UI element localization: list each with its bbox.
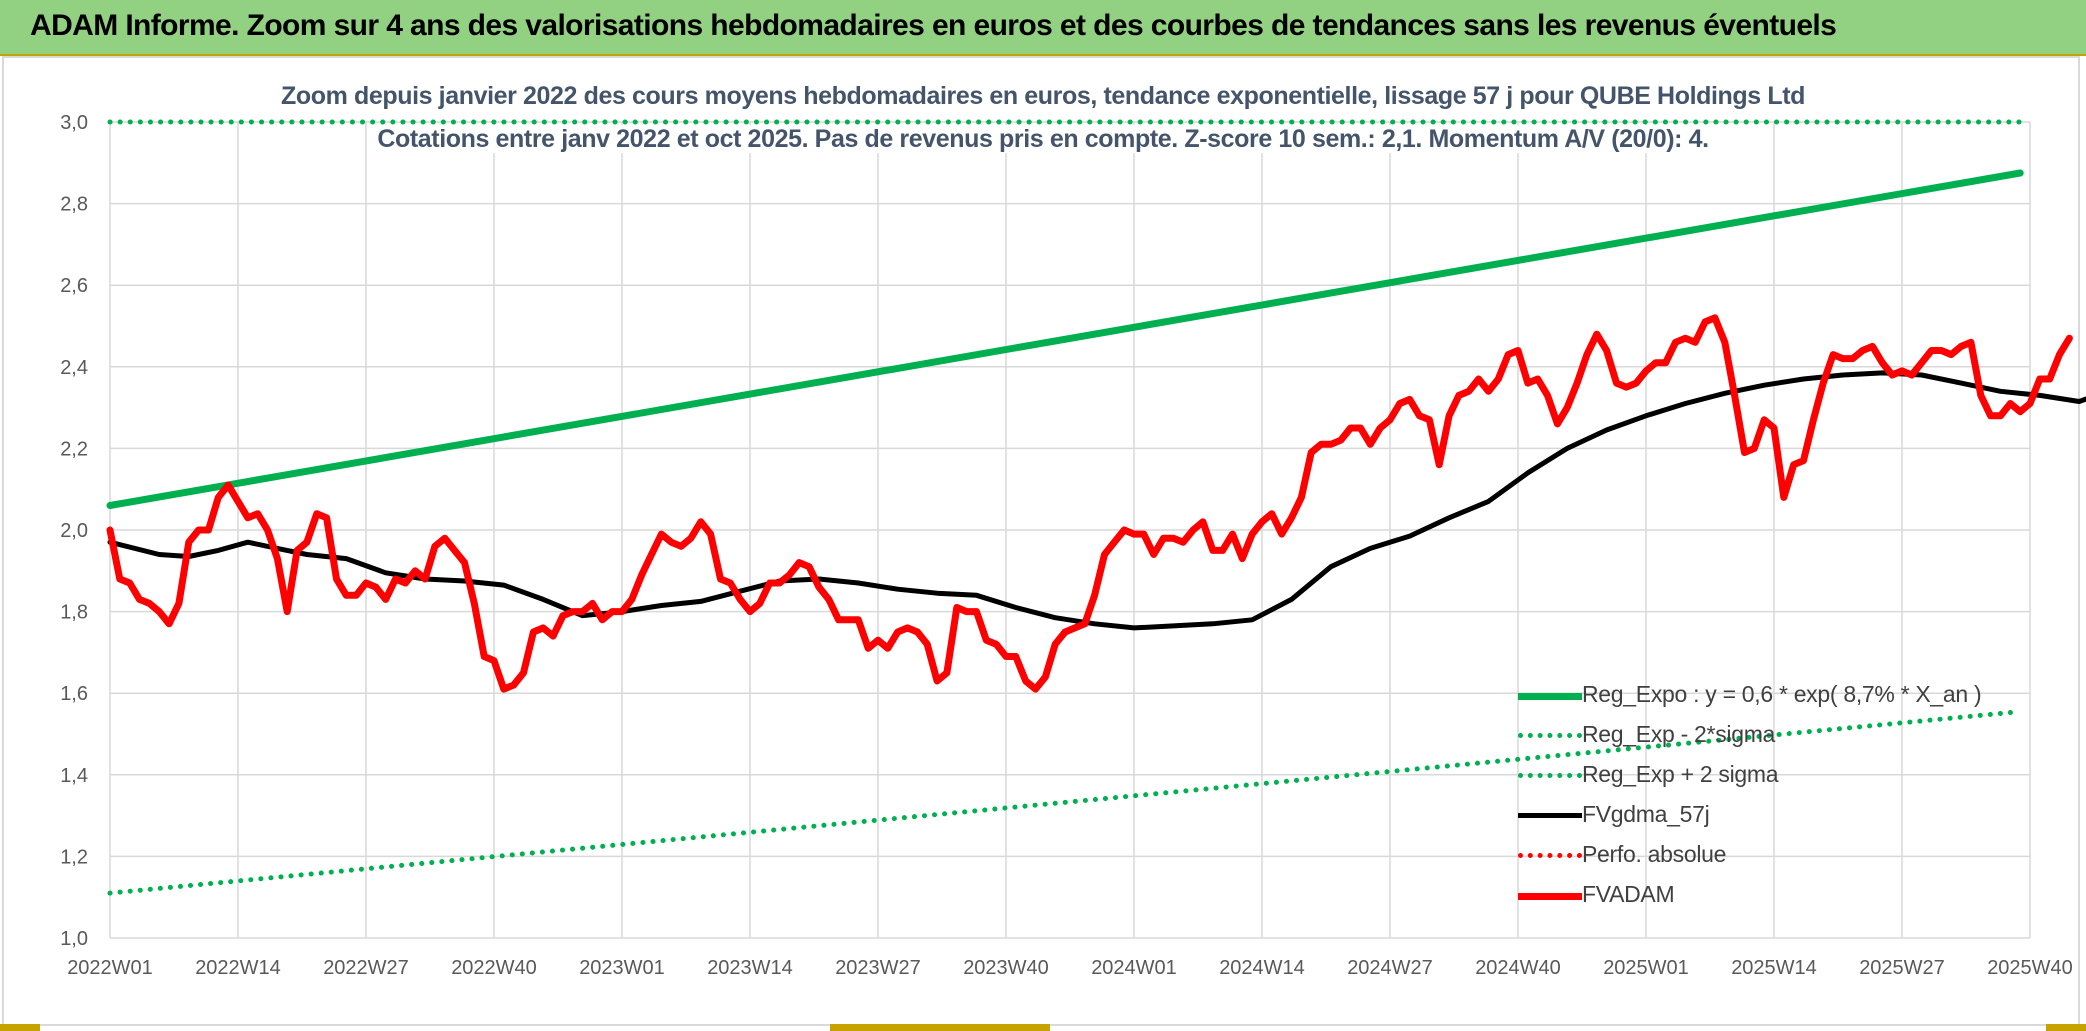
series-line-5 <box>106 314 2073 693</box>
x-tick-label: 2025W27 <box>1859 957 1945 979</box>
legend-swatch <box>1518 733 1582 738</box>
x-tick-label: 2023W14 <box>707 957 793 979</box>
x-tick-label: 2023W40 <box>963 957 1049 979</box>
legend-label: Perfo. absolue <box>1582 841 1727 867</box>
y-tick-label: 2,2 <box>60 438 88 460</box>
y-tick-label: 1,0 <box>60 928 88 950</box>
x-tick-label: 2025W40 <box>1987 957 2073 979</box>
x-tick-label: 2022W40 <box>451 957 537 979</box>
x-tick-label: 2022W27 <box>323 957 409 979</box>
chart-frame <box>2 56 2080 1026</box>
legend-swatch <box>1518 893 1582 900</box>
x-tick-label: 2024W14 <box>1219 957 1305 979</box>
legend-swatch <box>1518 813 1582 818</box>
chart-subtitle-text: Cotations entre janv 2022 et oct 2025. P… <box>369 125 1717 153</box>
x-tick-label: 2022W14 <box>195 957 281 979</box>
x-tick-label: 2024W40 <box>1475 957 1561 979</box>
x-tick-label: 2024W01 <box>1091 957 1177 979</box>
legend-label: Reg_Exp - 2*sigma <box>1582 721 1776 747</box>
report-banner: ADAM Informe. Zoom sur 4 ans des valoris… <box>0 0 2086 56</box>
legend-swatch <box>1518 853 1582 858</box>
legend-item: Reg_Exp + 2 sigma <box>1512 760 2072 800</box>
legend-label: Reg_Expo : y = 0,6 * exp( 8,7% * X_an ) <box>1582 681 1982 707</box>
x-tick-label: 2022W01 <box>67 957 153 979</box>
y-tick-label: 1,6 <box>60 683 88 705</box>
y-tick-label: 1,4 <box>60 765 88 787</box>
chart-title-text: Zoom depuis janvier 2022 des cours moyen… <box>272 82 1814 110</box>
legend-item: FVgdma_57j <box>1512 800 2072 840</box>
bottom-accent-mid <box>830 1024 1050 1031</box>
chart-title: Zoom depuis janvier 2022 des cours moyen… <box>0 82 2086 111</box>
bottom-accent-right <box>2046 1024 2086 1031</box>
x-tick-label: 2023W01 <box>579 957 665 979</box>
y-tick-label: 2,0 <box>60 520 88 542</box>
y-tick-label: 2,6 <box>60 275 88 297</box>
legend-label: Reg_Exp + 2 sigma <box>1582 761 1779 787</box>
x-tick-label: 2025W01 <box>1603 957 1689 979</box>
legend-item: Reg_Expo : y = 0,6 * exp( 8,7% * X_an ) <box>1512 680 2072 720</box>
y-tick-label: 1,2 <box>60 846 88 868</box>
x-tick-label: 2023W27 <box>835 957 921 979</box>
y-tick-label: 2,8 <box>60 194 88 216</box>
chart-legend: Reg_Expo : y = 0,6 * exp( 8,7% * X_an ) R… <box>1512 680 2072 920</box>
y-tick-label: 2,4 <box>60 357 88 379</box>
report-title: ADAM Informe. Zoom sur 4 ans des valoris… <box>30 9 1837 42</box>
legend-swatch <box>1518 693 1582 700</box>
legend-label: FVgdma_57j <box>1582 801 1710 827</box>
legend-label: FVADAM <box>1582 881 1675 907</box>
series-line-1 <box>107 709 2023 896</box>
bottom-accent-left <box>0 1024 40 1031</box>
legend-item: FVADAM <box>1512 880 2072 920</box>
series-line-0 <box>106 169 2024 509</box>
series-line-3 <box>107 370 2086 631</box>
legend-item: Reg_Exp - 2*sigma <box>1512 720 2072 760</box>
chart-subtitle: Cotations entre janv 2022 et oct 2025. P… <box>0 125 2086 154</box>
legend-item: Perfo. absolue <box>1512 840 2072 880</box>
y-tick-label: 3,0 <box>60 112 88 134</box>
x-tick-label: 2024W27 <box>1347 957 1433 979</box>
legend-swatch <box>1518 773 1582 778</box>
y-tick-label: 1,8 <box>60 602 88 624</box>
x-tick-label: 2025W14 <box>1731 957 1817 979</box>
